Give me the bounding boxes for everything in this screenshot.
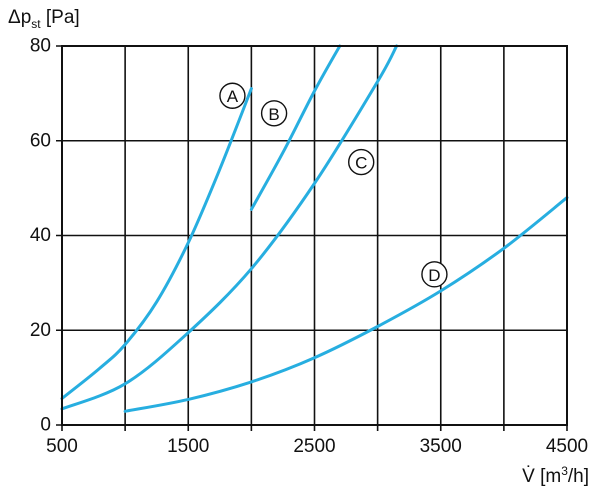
- y-tick-label: 0: [40, 415, 51, 436]
- x-tick-label: 1500: [167, 436, 209, 457]
- x-axis-title: V̇ [m3/h]: [522, 464, 589, 487]
- y-axis-title: Δpst [Pa]: [8, 7, 80, 31]
- series-line-b: [249, 44, 342, 211]
- curve-label-circle: [260, 100, 288, 127]
- x-tick-label: 4500: [546, 436, 588, 457]
- series-lines: [60, 44, 569, 413]
- x-tick-label: 500: [46, 436, 78, 457]
- curve-label-a: A: [219, 82, 246, 109]
- curve-label-text: D: [428, 266, 440, 285]
- series-line-a: [60, 87, 253, 400]
- tick-labels: 500 1500 2500 3500 4500 0 20 40 60 80: [30, 36, 588, 458]
- curve-label-circle: [348, 148, 375, 176]
- y-tick-label: 60: [30, 130, 51, 151]
- curve-label-d: D: [421, 261, 448, 288]
- series-line-c: [60, 44, 399, 411]
- x-tick-label: 2500: [293, 436, 335, 457]
- x-tick-label: 3500: [420, 436, 462, 457]
- curve-label-circle: [421, 261, 448, 288]
- curve-labels: A B C D: [219, 82, 448, 288]
- curve-label-text: C: [355, 154, 367, 173]
- curve-label-text: A: [227, 87, 239, 106]
- series-line-d: [123, 196, 569, 413]
- y-tick-label: 20: [30, 320, 51, 341]
- curve-label-c: C: [348, 148, 375, 176]
- y-tick-label: 80: [30, 36, 51, 57]
- y-tick-label: 40: [30, 225, 51, 246]
- grid-lines: [56, 45, 568, 431]
- curve-label-circle: [219, 82, 246, 109]
- curve-label-b: B: [260, 100, 288, 127]
- plot-frame: [61, 45, 568, 426]
- curve-label-text: B: [268, 105, 279, 124]
